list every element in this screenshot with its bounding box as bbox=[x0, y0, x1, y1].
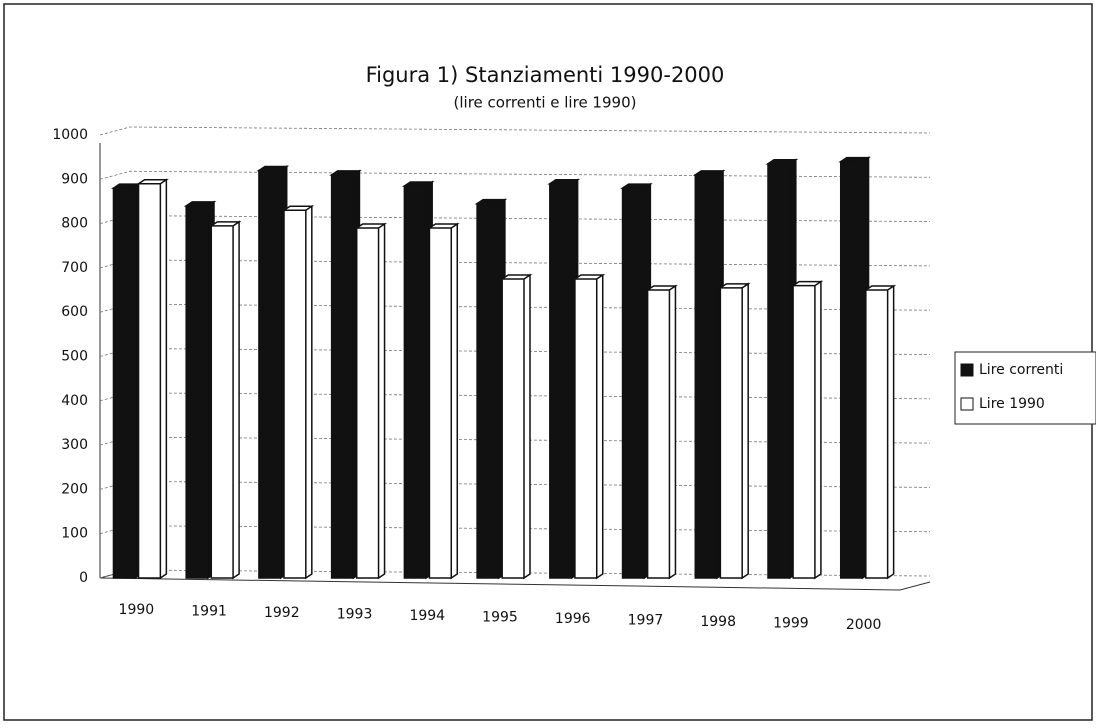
x-tick-label: 1994 bbox=[409, 608, 445, 624]
x-tick-label: 1992 bbox=[264, 605, 300, 621]
legend-swatch bbox=[960, 397, 974, 411]
bar bbox=[208, 220, 242, 580]
bar bbox=[426, 222, 460, 580]
x-tick-label: 1996 bbox=[555, 611, 591, 627]
bar bbox=[499, 273, 533, 580]
y-tick-label: 400 bbox=[61, 393, 88, 409]
y-tick-label: 700 bbox=[61, 260, 88, 276]
bar bbox=[765, 158, 799, 580]
bar bbox=[863, 284, 897, 580]
y-tick-label: 1000 bbox=[52, 127, 88, 143]
bar bbox=[281, 204, 315, 580]
bar bbox=[645, 284, 678, 580]
chart-title: Figura 1) Stanziamenti 1990-2000 bbox=[366, 63, 725, 87]
bar bbox=[620, 182, 653, 580]
legend-label: Lire correnti bbox=[979, 362, 1063, 378]
axis bbox=[99, 577, 901, 591]
bar bbox=[692, 169, 726, 580]
y-tick-label: 500 bbox=[61, 349, 88, 365]
y-tick-label: 200 bbox=[61, 481, 88, 497]
chart-subtitle: (lire correnti e lire 1990) bbox=[454, 94, 637, 112]
y-tick-label: 800 bbox=[61, 216, 88, 232]
legend-label: Lire 1990 bbox=[979, 396, 1045, 412]
bar bbox=[838, 156, 872, 580]
bar bbox=[183, 200, 217, 580]
legend bbox=[954, 351, 1096, 425]
grid-line bbox=[99, 126, 931, 136]
bar bbox=[110, 182, 144, 580]
y-tick-label: 0 bbox=[79, 570, 88, 586]
x-tick-label: 1997 bbox=[628, 613, 664, 629]
bar bbox=[547, 178, 581, 580]
bar bbox=[354, 222, 388, 580]
y-tick-label: 900 bbox=[61, 171, 88, 187]
axis bbox=[899, 581, 931, 591]
bar bbox=[329, 169, 362, 580]
x-tick-label: 2000 bbox=[846, 617, 882, 633]
bar bbox=[572, 273, 606, 580]
x-tick-label: 1990 bbox=[119, 602, 155, 618]
bar bbox=[474, 198, 508, 580]
y-tick-label: 300 bbox=[61, 437, 88, 453]
x-tick-label: 1993 bbox=[337, 607, 373, 623]
x-tick-label: 1999 bbox=[773, 616, 809, 632]
x-tick-label: 1998 bbox=[700, 614, 736, 630]
y-tick-label: 600 bbox=[61, 304, 88, 320]
bar bbox=[136, 178, 169, 580]
bar bbox=[256, 165, 290, 580]
x-tick-label: 1995 bbox=[482, 610, 518, 626]
bar bbox=[717, 282, 751, 580]
bar bbox=[790, 280, 824, 580]
y-tick-label: 100 bbox=[61, 526, 88, 542]
grid-line bbox=[99, 170, 931, 180]
bar bbox=[401, 180, 435, 580]
legend-swatch bbox=[960, 363, 974, 377]
x-tick-label: 1991 bbox=[191, 604, 227, 620]
